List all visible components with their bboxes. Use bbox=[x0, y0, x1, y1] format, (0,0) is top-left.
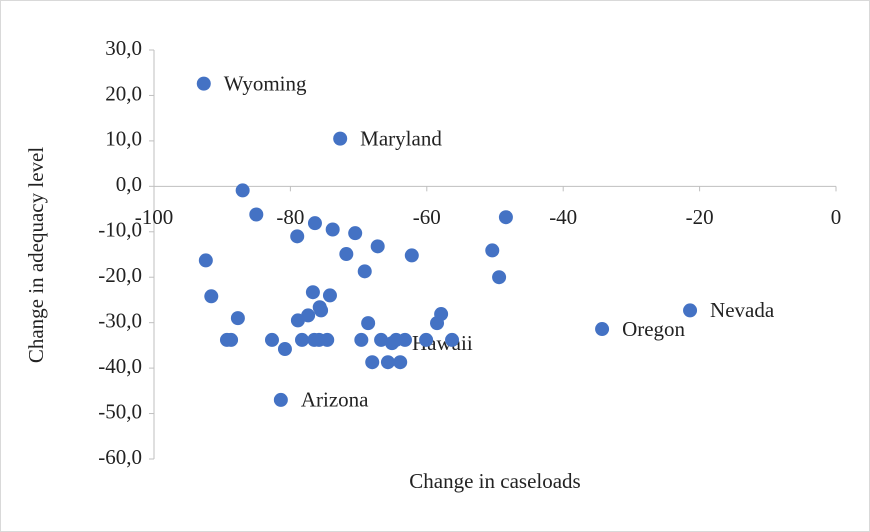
y-tick-label: -60,0 bbox=[98, 445, 142, 469]
point bbox=[204, 289, 219, 304]
point bbox=[419, 332, 434, 347]
point bbox=[445, 332, 460, 347]
point bbox=[374, 332, 389, 347]
x-axis-title: Change in caseloads bbox=[409, 469, 580, 493]
point bbox=[354, 332, 369, 347]
x-tick-label: -20 bbox=[686, 205, 714, 229]
y-tick-label: -30,0 bbox=[98, 308, 142, 332]
x-tick-label: -60 bbox=[413, 205, 441, 229]
point bbox=[365, 355, 380, 370]
point bbox=[294, 332, 309, 347]
x-tick-label: 0 bbox=[831, 205, 842, 229]
point bbox=[314, 303, 329, 318]
y-axis-title: Change in adequacy level bbox=[24, 147, 48, 363]
y-tick-label: 20,0 bbox=[105, 81, 142, 105]
point-label: Wyoming bbox=[224, 71, 307, 95]
x-tick-label: -80 bbox=[276, 205, 304, 229]
x-tick-label: -40 bbox=[549, 205, 577, 229]
point bbox=[430, 316, 445, 331]
y-tick-label: 30,0 bbox=[105, 36, 142, 60]
point bbox=[485, 243, 500, 258]
point bbox=[393, 355, 408, 370]
point bbox=[249, 207, 264, 222]
point bbox=[320, 332, 335, 347]
point bbox=[264, 332, 279, 347]
point bbox=[196, 76, 211, 91]
point bbox=[230, 311, 245, 326]
y-tick-label: -10,0 bbox=[98, 218, 142, 242]
y-tick-label: -50,0 bbox=[98, 399, 142, 423]
point bbox=[357, 264, 372, 279]
point bbox=[325, 222, 340, 237]
point bbox=[370, 239, 385, 254]
point bbox=[397, 332, 412, 347]
point bbox=[404, 248, 419, 263]
y-tick-label: -40,0 bbox=[98, 354, 142, 378]
point bbox=[492, 270, 507, 285]
point bbox=[224, 332, 239, 347]
point bbox=[198, 253, 213, 268]
point bbox=[235, 183, 250, 198]
y-tick-label: -20,0 bbox=[98, 263, 142, 287]
point bbox=[290, 229, 305, 244]
point-label: Arizona bbox=[301, 388, 369, 412]
point bbox=[361, 316, 376, 331]
point bbox=[307, 216, 322, 231]
point bbox=[595, 322, 610, 337]
point bbox=[305, 285, 320, 300]
point bbox=[683, 303, 698, 318]
point bbox=[339, 247, 354, 262]
point bbox=[290, 313, 305, 328]
point bbox=[273, 392, 288, 407]
y-tick-label: 10,0 bbox=[105, 127, 142, 151]
point bbox=[380, 355, 395, 370]
point-label: Nevada bbox=[710, 298, 775, 322]
point bbox=[498, 210, 513, 225]
point bbox=[348, 226, 363, 241]
y-tick-label: 0,0 bbox=[116, 172, 142, 196]
point-label: Maryland bbox=[360, 126, 442, 150]
point bbox=[333, 131, 348, 146]
point bbox=[322, 288, 337, 303]
point-label: Oregon bbox=[622, 317, 685, 341]
x-tick-label: -100 bbox=[135, 205, 174, 229]
point bbox=[277, 342, 292, 357]
